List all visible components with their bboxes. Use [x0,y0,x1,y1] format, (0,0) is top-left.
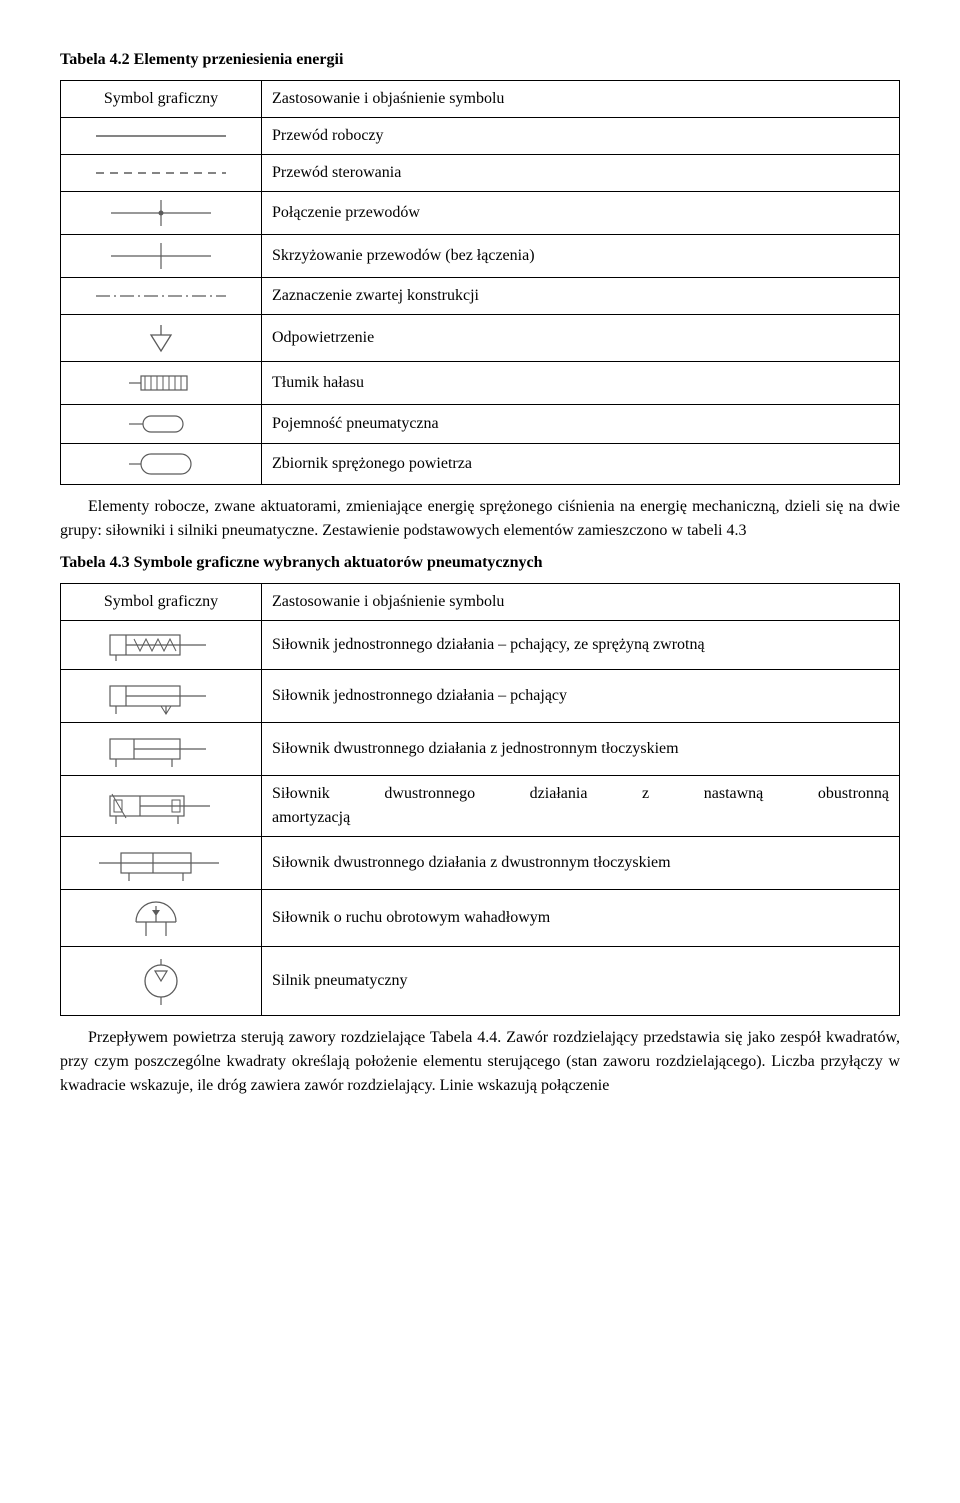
table-row: Silnik pneumatyczny [61,947,900,1016]
row-label: Siłownik dwustronnego działania z dwustr… [262,837,900,890]
symbol-vent [61,315,262,362]
table-row: Pojemność pneumatyczna [61,405,900,444]
row-label: Przewód sterowania [262,155,900,192]
row-label: Siłownik jednostronnego działania – pcha… [262,621,900,670]
table-row: Zaznaczenie zwartej konstrukcji [61,278,900,315]
row-label: Połączenie przewodów [262,192,900,235]
row-label: Siłownik o ruchu obrotowym wahadłowym [262,890,900,947]
symbol-dashdot [61,278,262,315]
symbol-single-acting [61,670,262,723]
double-acting-single-rod-icon [96,729,226,769]
row-label: Przewód roboczy [262,118,900,155]
table-row: Siłownik jednostronnego działania – pcha… [61,670,900,723]
row-label: Siłownik dwustronnego działania z jednos… [262,723,900,776]
symbol-pneumatic-motor [61,947,262,1016]
row-label: Odpowietrzenie [262,315,900,362]
middle-paragraph: Elementy robocze, zwane aktuatorami, zmi… [60,495,900,543]
row-label: Tłumik hałasu [262,362,900,405]
table2-header-row: Symbol graficzny Zastosowanie i objaśnie… [61,584,900,621]
single-acting-spring-icon [96,627,226,663]
table-row: Skrzyżowanie przewodów (bez łączenia) [61,235,900,278]
table-row: Przewód sterowania [61,155,900,192]
bottom-paragraph: Przepływem powietrza sterują zawory rozd… [60,1026,900,1098]
vent-icon [121,321,201,355]
row-label: Zaznaczenie zwartej konstrukcji [262,278,900,315]
w: działania [530,782,588,806]
symbol-rotary-oscillating [61,890,262,947]
table-row: Połączenie przewodów [61,192,900,235]
table2-header-right: Zastosowanie i objaśnienie symbolu [262,584,900,621]
row3-line2: amortyzacją [272,806,889,830]
crossing-icon [91,241,231,271]
dashed-line-icon [91,163,231,183]
capacity-icon [111,411,211,437]
table-row: Odpowietrzenie [61,315,900,362]
table2-header-left: Symbol graficzny [61,584,262,621]
w: Siłownik [272,782,330,806]
w: dwustronnego [384,782,475,806]
table-row: Siłownik o ruchu obrotowym wahadłowym [61,890,900,947]
symbol-single-acting-spring [61,621,262,670]
double-acting-cushion-icon [96,784,226,828]
row-label: Silnik pneumatyczny [262,947,900,1016]
table2-caption: Tabela 4.3 Symbole graficzne wybranych a… [60,551,900,575]
table1-header-left: Symbol graficzny [61,81,262,118]
single-acting-icon [96,676,226,716]
table2: Symbol graficzny Zastosowanie i objaśnie… [60,583,900,1016]
double-acting-double-rod-icon [91,843,231,883]
table-row: Zbiornik sprężonego powietrza [61,444,900,485]
reservoir-icon [111,450,211,478]
table-row: Siłownik dwustronnego działania z dwustr… [61,837,900,890]
symbol-solid-line [61,118,262,155]
table1-header-right: Zastosowanie i objaśnienie symbolu [262,81,900,118]
symbol-double-acting-cushion [61,776,262,837]
table-row: Siłownik dwustronnego działania z jednos… [61,723,900,776]
table-row: Tłumik hałasu [61,362,900,405]
table-row: Siłownik jednostronnego działania – pcha… [61,621,900,670]
symbol-crossing [61,235,262,278]
row-label: Siłownik jednostronnego działania – pcha… [262,670,900,723]
table1: Symbol graficzny Zastosowanie i objaśnie… [60,80,900,485]
symbol-double-acting-single-rod [61,723,262,776]
row-label: Zbiornik sprężonego powietrza [262,444,900,485]
silencer-icon [111,368,211,398]
table1-header-row: Symbol graficzny Zastosowanie i objaśnie… [61,81,900,118]
symbol-double-acting-double-rod [61,837,262,890]
row-label: Pojemność pneumatyczna [262,405,900,444]
row3-line1: Siłownik dwustronnego działania z nastaw… [272,782,889,806]
symbol-silencer [61,362,262,405]
symbol-connection [61,192,262,235]
row-label: Skrzyżowanie przewodów (bez łączenia) [262,235,900,278]
solid-line-icon [91,126,231,146]
w: z [642,782,649,806]
table-row: Przewód roboczy [61,118,900,155]
table1-caption: Tabela 4.2 Elementy przeniesienia energi… [60,48,900,72]
dashdot-line-icon [91,286,231,306]
w: obustronną [818,782,889,806]
rotary-oscillating-icon [116,896,206,940]
row-label: Siłownik dwustronnego działania z nastaw… [262,776,900,837]
symbol-reservoir [61,444,262,485]
table-row: Siłownik dwustronnego działania z nastaw… [61,776,900,837]
connection-icon [91,198,231,228]
symbol-capacity [61,405,262,444]
symbol-dashed-line [61,155,262,192]
pneumatic-motor-icon [121,953,201,1009]
w: nastawną [704,782,764,806]
